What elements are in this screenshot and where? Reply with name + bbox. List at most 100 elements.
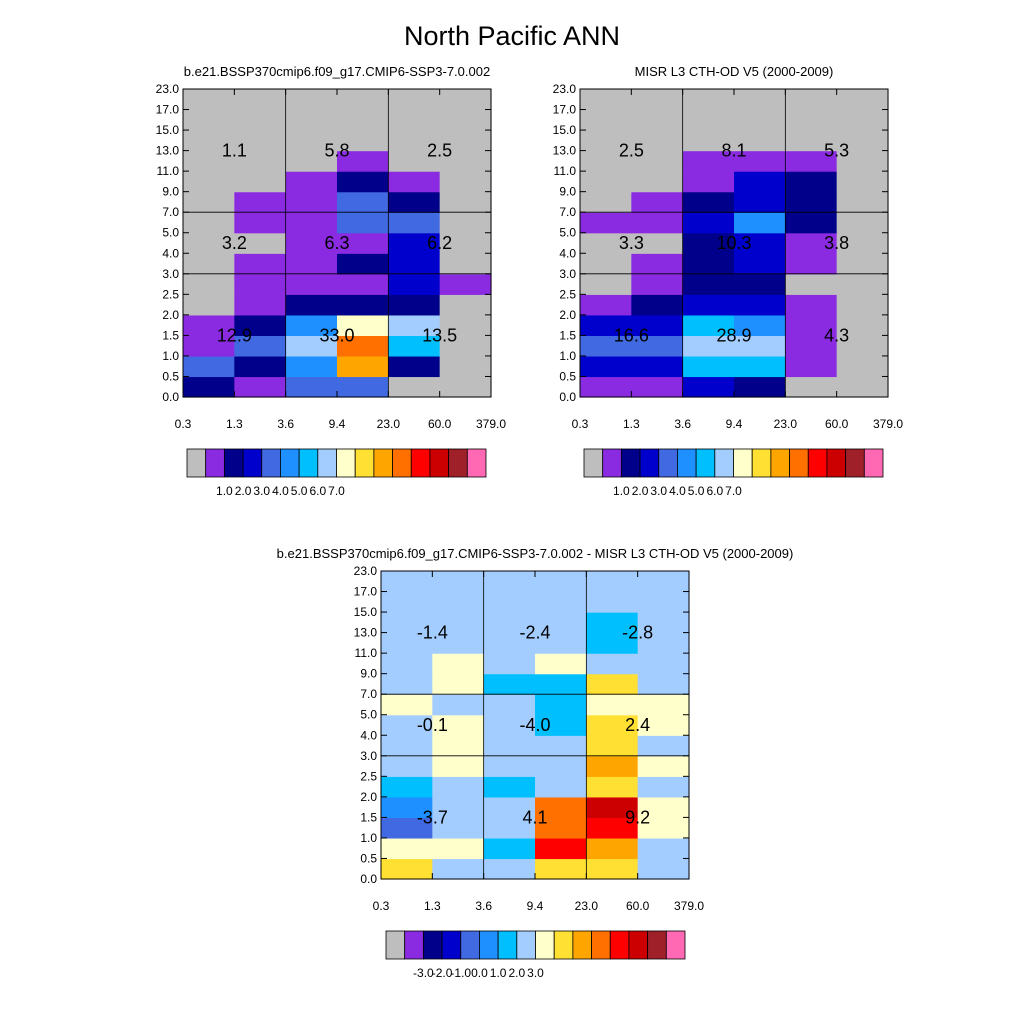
heatmap-cell [388,273,441,295]
heatmap-cell [631,335,684,357]
heatmap-cell [337,150,389,172]
colorbar-label: 5.0 [291,484,308,498]
heatmap-cell [381,837,433,860]
group-value-label: 1.1 [222,141,247,161]
heatmap-cell [285,294,338,316]
heatmap-cell [682,89,735,111]
heatmap-cell [388,376,441,398]
heatmap-cell [682,150,735,172]
group-value-label: 5.3 [824,141,849,161]
heatmap-cell [734,109,786,131]
heatmap-cell [234,171,287,193]
colorbar-swatch [591,930,611,960]
group-value-label: 2.5 [427,141,452,161]
heatmap-cell [682,294,735,316]
heatmap-cell [337,314,389,336]
heatmap-cell [234,150,287,172]
heatmap-cell [337,294,389,316]
heatmap-cell [785,212,838,234]
heatmap-cell [682,212,735,234]
heatmap-cell [734,355,786,378]
heatmap-cell [734,171,786,193]
heatmap-cell [432,776,485,798]
heatmap-cell [183,191,235,213]
figure-title: North Pacific ANN [404,21,620,51]
colorbar-label: 7.0 [328,484,345,498]
heatmap-cell [734,294,786,316]
heatmap-cell [381,694,433,716]
heatmap-cell [580,150,632,172]
heatmap-cell [637,817,690,839]
heatmap-cell [637,612,690,634]
colorbar-swatch [583,448,604,478]
group-value-label: -3.7 [417,807,448,827]
heatmap-cell [388,130,441,152]
heatmap-cell [285,253,338,275]
heatmap-cell [183,355,235,378]
y-tick-label: 23.0 [354,564,378,578]
heatmap-cell [285,89,338,111]
heatmap-cell [439,171,492,193]
heatmap-cell [535,837,587,860]
heatmap-cell [631,191,684,213]
heatmap-cell [580,130,632,152]
heatmap-cell [631,253,684,275]
heatmap-cell [535,612,587,634]
heatmap-cell [535,858,587,880]
y-tick-label: 13.0 [553,144,577,158]
group-value-label: -2.8 [622,623,653,643]
heatmap-cell [785,171,838,193]
heatmap-cell [388,109,441,131]
group-value-label: 5.8 [324,141,349,161]
y-tick-label: 2.0 [162,308,179,322]
colorbar-label: 5.0 [688,484,705,498]
heatmap-cell [535,735,587,757]
heatmap-cell [439,130,492,152]
y-tick-label: 0.0 [559,390,576,404]
heatmap-cell [234,212,287,234]
heatmap-cell [682,191,735,213]
heatmap-cell [785,232,838,254]
x-tick-label: 379.0 [873,417,903,431]
heatmap-cell [432,755,485,777]
heatmap-cell [836,335,889,357]
colorbar-swatch [535,930,555,960]
y-tick-label: 11.0 [355,646,378,660]
y-tick-label: 15.0 [156,123,180,137]
heatmap-cell [183,253,235,275]
heatmap-cell [836,376,889,398]
heatmap-cell [388,232,441,254]
heatmap-cell [785,314,838,336]
heatmap-cell [734,89,786,111]
heatmap-cell [483,858,536,880]
heatmap-cell [183,109,235,131]
group-value-label: -4.0 [519,715,550,735]
heatmap-cell [535,817,587,839]
heatmap-cell [483,571,536,593]
heatmap-cell [836,253,889,275]
group-value-label: 2.4 [625,715,650,735]
heatmap-cell [285,109,338,131]
heatmap-cell [337,335,389,357]
heatmap-cell [836,232,889,254]
heatmap-cell [432,858,485,880]
heatmap-cell [381,817,433,839]
x-tick-label: 9.4 [329,417,346,431]
group-value-label: 8.1 [721,141,746,161]
heatmap-cell [337,376,389,398]
heatmap-cell [234,253,287,275]
heatmap-cell [388,150,441,172]
heatmap-cell [637,837,690,860]
heatmap-cell [483,714,536,736]
colorbar-swatch [422,930,443,960]
heatmap-cell [682,273,735,295]
colorbar-swatch [441,930,462,960]
heatmap-cell [631,89,684,111]
heatmap-cell [234,89,287,111]
heatmap-cell [631,109,684,131]
heatmap-cell [381,858,433,880]
heatmap-cell [637,673,690,695]
colorbar-label: 0.0 [471,966,488,980]
heatmap-cell [836,273,889,295]
